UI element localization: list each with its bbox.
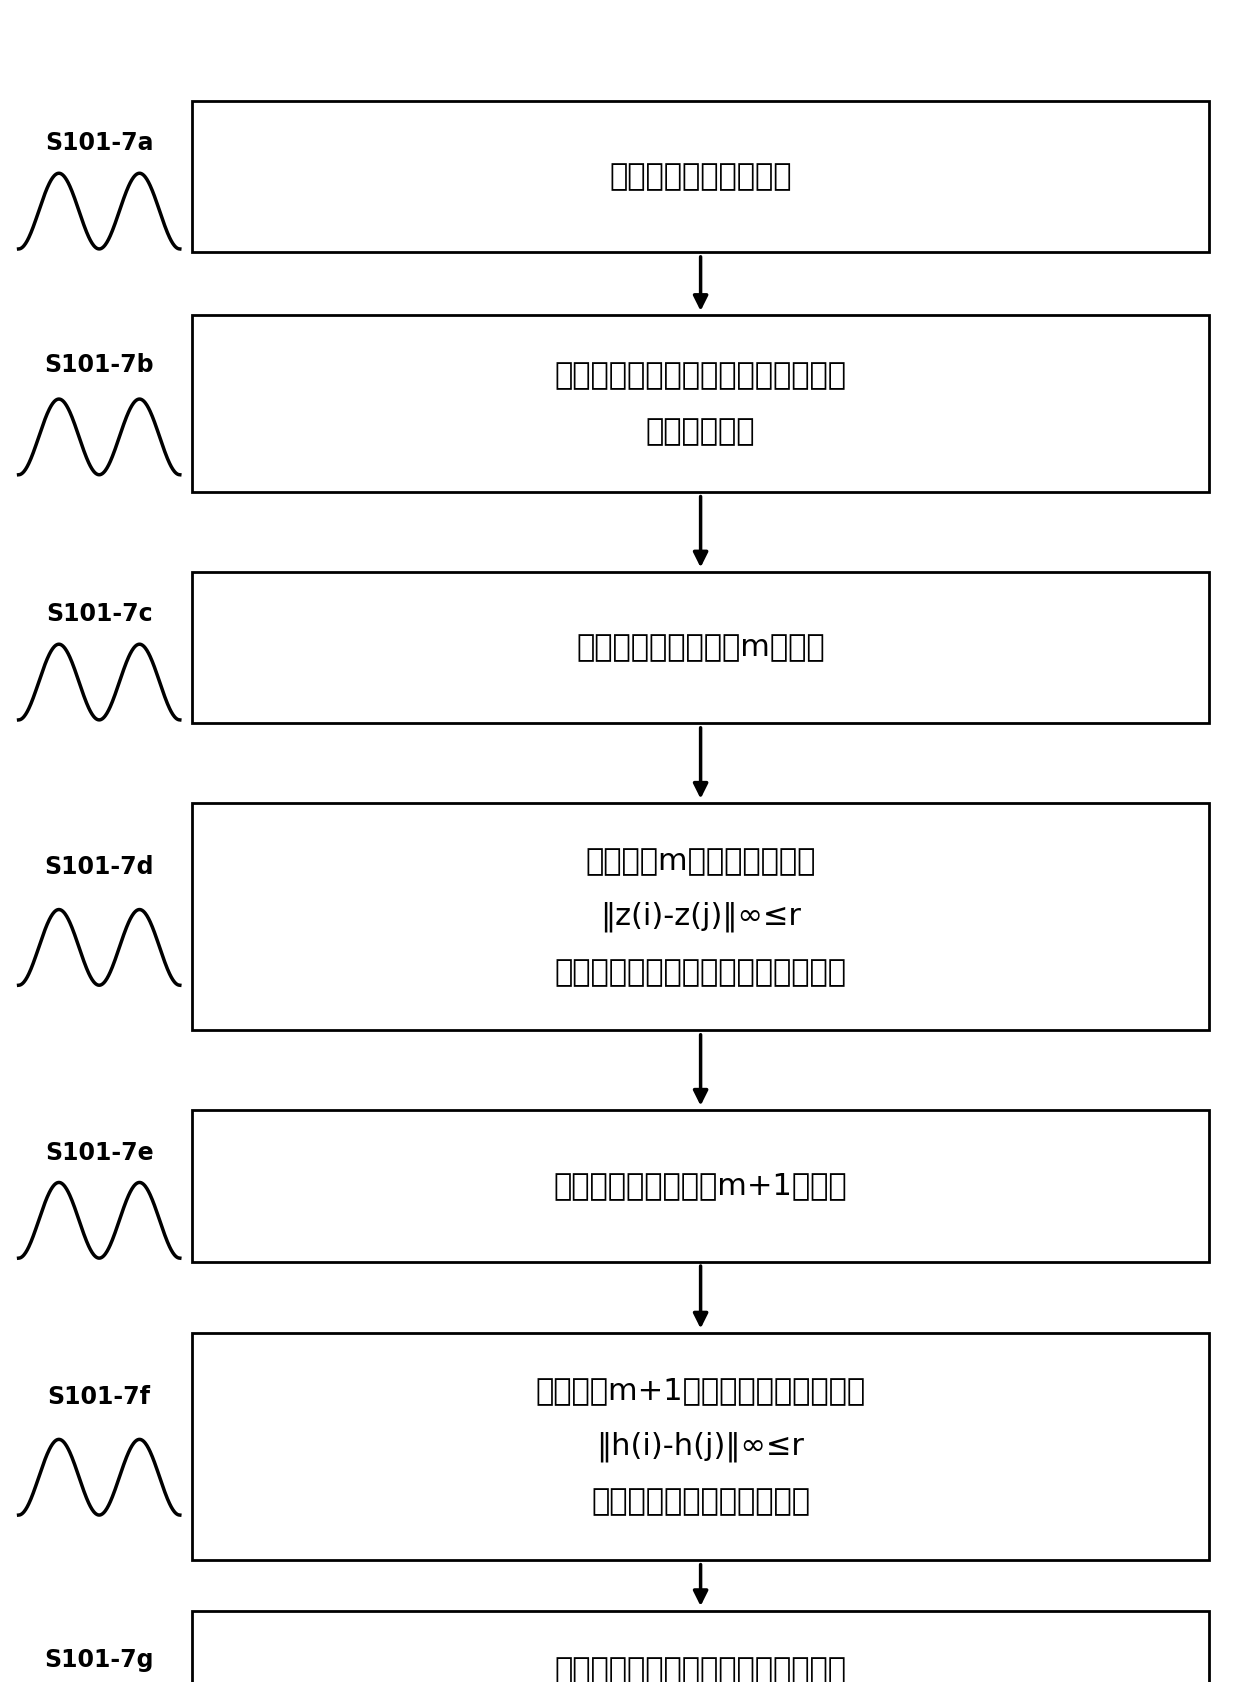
Text: S101-7a: S101-7a: [45, 131, 154, 155]
Text: 将第二序列分为多个m维向量: 将第二序列分为多个m维向量: [577, 632, 825, 663]
Text: 选取超参数，通过第二输出信号数，: 选取超参数，通过第二输出信号数，: [554, 362, 847, 390]
FancyBboxPatch shape: [192, 101, 1209, 252]
Text: 根据第一平均个数和第二平均个数，: 根据第一平均个数和第二平均个数，: [554, 1657, 847, 1682]
Text: 统计多个m+1向量中，满足的向量的: 统计多个m+1向量中，满足的向量的: [536, 1376, 866, 1406]
FancyBboxPatch shape: [192, 572, 1209, 723]
Text: S101-7c: S101-7c: [46, 602, 153, 626]
Text: S101-7g: S101-7g: [45, 1648, 154, 1672]
Text: S101-7b: S101-7b: [45, 353, 154, 377]
Text: S101-7f: S101-7f: [47, 1384, 151, 1408]
Text: ‖z(i)-z(j)‖∞≤r: ‖z(i)-z(j)‖∞≤r: [600, 902, 801, 932]
FancyBboxPatch shape: [192, 804, 1209, 1029]
FancyBboxPatch shape: [192, 316, 1209, 491]
Text: 得到第二序列: 得到第二序列: [646, 417, 755, 446]
FancyBboxPatch shape: [192, 1332, 1209, 1561]
Text: 获取第二输出信号数据: 获取第二输出信号数据: [609, 161, 792, 192]
Text: ‖h(i)-h(j)‖∞≤r: ‖h(i)-h(j)‖∞≤r: [596, 1431, 805, 1462]
Text: 的向量的个数，并计算第一平均个数: 的向量的个数，并计算第一平均个数: [554, 957, 847, 987]
Text: 统计多个m维向量中，满足: 统计多个m维向量中，满足: [585, 846, 816, 876]
FancyBboxPatch shape: [192, 1110, 1209, 1262]
Text: S101-7e: S101-7e: [45, 1140, 154, 1164]
Text: S101-7d: S101-7d: [45, 854, 154, 878]
Text: 将第二序列分为多个m+1维向量: 将第二序列分为多个m+1维向量: [554, 1171, 847, 1201]
FancyBboxPatch shape: [192, 1611, 1209, 1682]
Text: 个数，并计算第二平均个数: 个数，并计算第二平均个数: [591, 1487, 810, 1517]
